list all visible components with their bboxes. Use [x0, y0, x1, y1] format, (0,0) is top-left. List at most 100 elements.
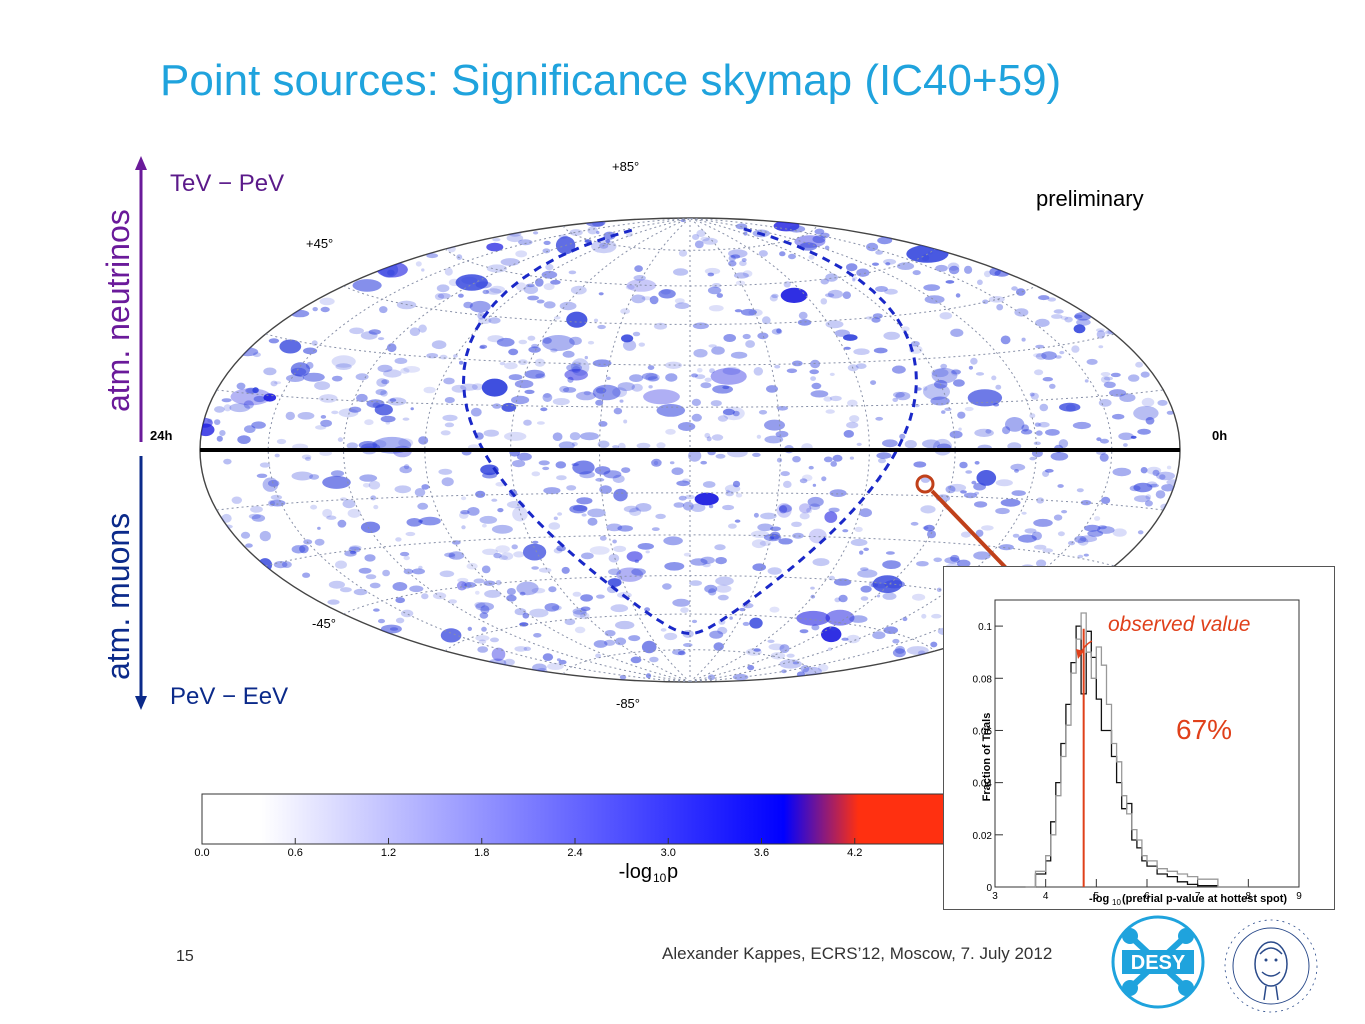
- skymap-spot: [824, 511, 838, 523]
- skymap-spot: [302, 372, 325, 382]
- skymap-spot: [967, 389, 1003, 407]
- hotspot-marker[interactable]: [915, 474, 935, 494]
- skymap-spot: [542, 393, 553, 402]
- skymap-spot: [1087, 530, 1104, 537]
- skymap-spot: [483, 429, 499, 437]
- skymap-spot: [459, 360, 464, 365]
- skymap-spot: [649, 656, 659, 663]
- skymap-spot: [745, 648, 762, 656]
- skymap-spot: [1133, 482, 1153, 493]
- skymap-spot: [715, 453, 726, 459]
- skymap-spot: [504, 362, 518, 370]
- skymap-spot: [1076, 488, 1084, 493]
- skymap-spot: [810, 359, 821, 369]
- skymap-spot: [399, 465, 413, 474]
- skymap-spot: [631, 383, 643, 392]
- skymap-spot: [479, 612, 489, 619]
- skymap-spot: [892, 365, 906, 374]
- skymap-spot: [767, 639, 775, 643]
- colorbar-tick-label: 1.2: [381, 847, 396, 859]
- skymap-spot: [523, 543, 547, 561]
- skymap-spot: [251, 421, 266, 429]
- colorbar-ticks: 0.0 0.6 1.2 1.8 2.4 3.0 3.6 4.2: [194, 838, 862, 859]
- skymap-spot: [270, 494, 283, 500]
- skymap-spot: [788, 225, 806, 233]
- skymap-spot: [749, 617, 763, 629]
- skymap-spot: [337, 519, 347, 528]
- skymap-spot: [389, 398, 397, 402]
- skymap-spot: [878, 458, 886, 464]
- skymap-spot: [616, 567, 644, 582]
- histogram-ylabel: Fraction of Trials: [981, 713, 993, 802]
- skymap-spot: [486, 264, 507, 273]
- skymap-spot: [672, 649, 685, 656]
- histogram-frame: [994, 599, 1300, 888]
- skymap-spot: [386, 343, 397, 353]
- skymap-spot: [377, 364, 393, 373]
- skymap-spot: [541, 270, 558, 279]
- skymap-spot: [949, 430, 963, 439]
- skymap-spot: [843, 346, 851, 350]
- skymap-spot: [713, 642, 724, 651]
- skymap-spot: [349, 550, 357, 555]
- skymap-spot: [559, 301, 577, 311]
- skymap-spot: [603, 231, 616, 240]
- skymap-spot: [439, 570, 455, 578]
- skymap-spot: [1128, 374, 1140, 382]
- skymap-spot: [1020, 429, 1033, 435]
- skymap-spot: [696, 229, 706, 237]
- skymap-spot: [866, 242, 879, 252]
- skymap-spot: [1041, 351, 1057, 360]
- skymap-spot: [707, 286, 722, 295]
- skymap-spot: [1112, 528, 1127, 537]
- skymap-spot: [895, 391, 911, 401]
- skymap-spot: [1137, 428, 1151, 435]
- skymap-spot: [256, 473, 268, 478]
- histogram-xtick-label: 8: [1246, 891, 1252, 902]
- skymap-spot: [825, 320, 844, 329]
- skymap-spot: [626, 551, 643, 562]
- skymap-spot: [707, 674, 716, 681]
- skymap-spot: [550, 279, 561, 285]
- skymap-spot: [956, 559, 971, 568]
- skymap-spot: [1071, 345, 1080, 353]
- skymap-spot: [820, 278, 829, 285]
- skymap-spot: [533, 633, 542, 638]
- skymap-spot: [544, 603, 560, 612]
- skymap-spot: [691, 413, 702, 422]
- skymap-spot: [1119, 393, 1136, 403]
- skymap-spot: [570, 285, 587, 295]
- skymap-spot: [1034, 422, 1042, 427]
- skymap-spot: [1134, 495, 1151, 503]
- colorbar-label-end: p: [667, 861, 678, 883]
- skymap-spot: [595, 653, 601, 659]
- skymap-spot: [723, 334, 736, 342]
- skymap-spot: [330, 470, 345, 477]
- skymap-spot: [511, 460, 526, 468]
- skymap-spot: [779, 505, 788, 514]
- skymap-spot: [691, 373, 698, 378]
- skymap-spot: [440, 628, 462, 643]
- skymap-spot: [779, 659, 802, 669]
- skymap-spot: [1060, 316, 1069, 320]
- skymap-spot: [734, 309, 743, 313]
- skymap-spot: [623, 339, 637, 351]
- skymap-spot: [279, 339, 302, 354]
- skymap-spot: [747, 664, 755, 671]
- skymap-spot: [629, 507, 642, 516]
- skymap: +85° +45° -45° -85° 24h 0h: [150, 159, 1227, 711]
- skymap-spot: [810, 390, 829, 398]
- skymap-spot: [259, 462, 271, 468]
- skymap-spot: [250, 506, 263, 513]
- skymap-spot: [495, 482, 506, 487]
- skymap-spot: [860, 585, 872, 593]
- skymap-spot: [486, 242, 504, 252]
- skymap-spot: [403, 366, 421, 373]
- skymap-spot: [297, 412, 315, 420]
- skymap-spot: [725, 491, 734, 497]
- skymap-spot: [1103, 381, 1116, 388]
- skymap-spot: [319, 394, 338, 403]
- skymap-spot: [708, 344, 717, 348]
- skymap-spot: [636, 442, 651, 449]
- skymap-spot: [638, 342, 645, 347]
